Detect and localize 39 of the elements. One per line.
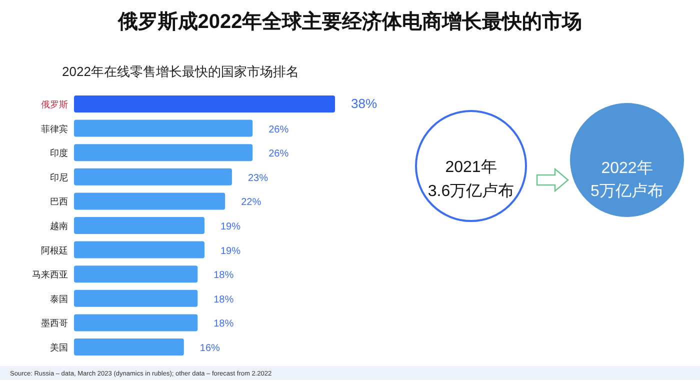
y-tick-label: 巴西 xyxy=(50,196,68,207)
data-label: 18% xyxy=(214,294,234,306)
data-label: 18% xyxy=(214,270,234,282)
bar xyxy=(74,241,204,258)
y-tick-label: 墨西哥 xyxy=(41,318,68,328)
text: 3.6万亿卢布 xyxy=(428,182,514,200)
bar xyxy=(74,96,335,112)
data-label: 26% xyxy=(268,148,289,160)
y-tick-label: 美国 xyxy=(50,342,68,352)
y-tick-label: 印度 xyxy=(50,148,68,158)
text: 2021年 xyxy=(445,159,497,176)
y-tick-label: 印尼 xyxy=(50,172,68,182)
bar xyxy=(74,338,184,356)
data-label: 26% xyxy=(268,124,289,136)
data-label: 16% xyxy=(200,343,220,354)
bar xyxy=(74,120,253,137)
bar xyxy=(74,168,232,186)
y-tick-label: 菲律宾 xyxy=(41,124,68,134)
data-label: 38% xyxy=(351,96,378,111)
bar xyxy=(74,192,226,210)
y-tick-label: 马来西亚 xyxy=(32,270,68,280)
bar xyxy=(74,144,253,162)
text: 5万亿卢布 xyxy=(590,182,664,200)
bar xyxy=(74,217,204,234)
bar xyxy=(74,266,198,283)
data-label: 18% xyxy=(214,318,234,330)
y-tick-label: 泰国 xyxy=(50,294,68,304)
data-label: 22% xyxy=(241,197,262,208)
chart-title: 俄罗斯成2022年全球主要经济体电商增长最快的市场 xyxy=(116,10,582,33)
bar xyxy=(74,290,198,307)
bar xyxy=(74,314,198,332)
y-tick-label: 越南 xyxy=(50,221,68,231)
chart-subtitle: 2022年在线零售增长最快的国家市场排名 xyxy=(62,64,299,79)
y-tick-label: 俄罗斯 xyxy=(41,100,68,110)
data-label: 19% xyxy=(220,222,241,232)
text: 2022年 xyxy=(601,160,653,177)
data-label: 19% xyxy=(220,246,241,257)
data-label: 23% xyxy=(248,172,268,184)
y-tick-label: 阿根廷 xyxy=(41,245,68,256)
